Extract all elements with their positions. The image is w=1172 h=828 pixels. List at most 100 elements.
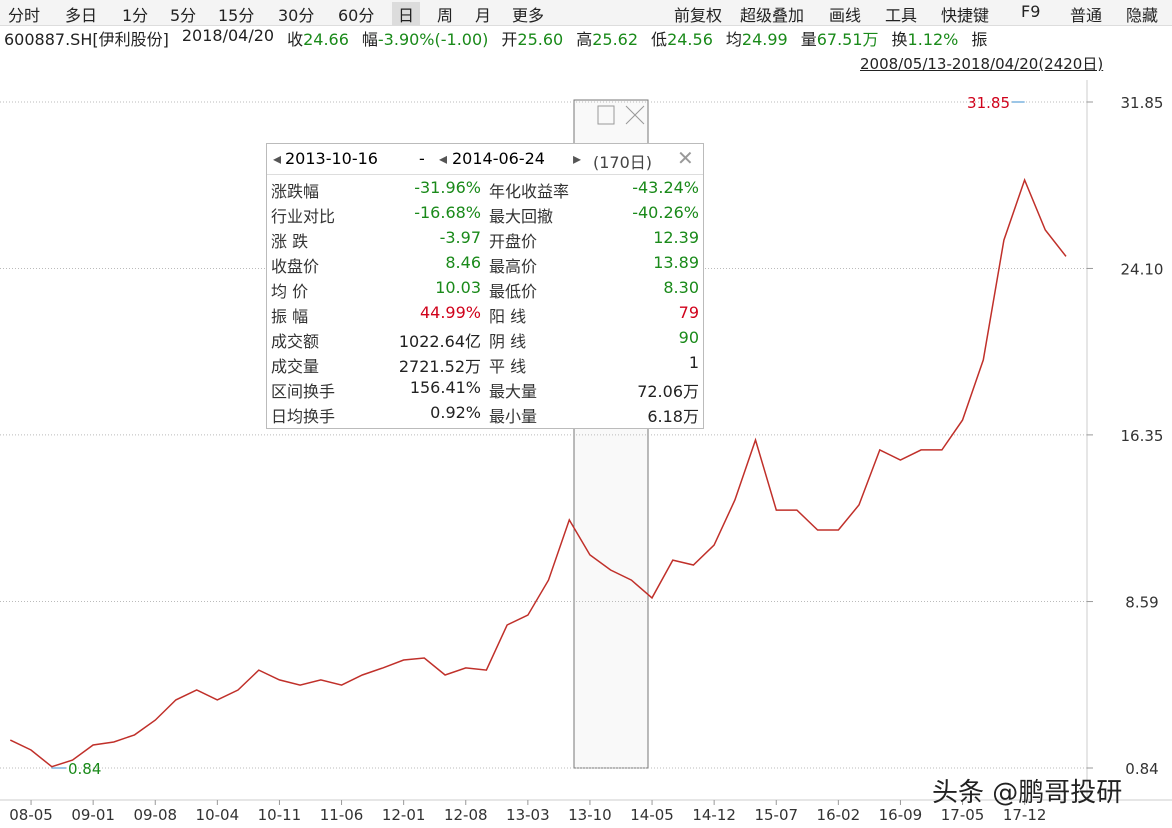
toolbar-button[interactable]: 普通 xyxy=(1070,6,1103,25)
info-value: 24.99 xyxy=(741,30,788,49)
info-value: 25.62 xyxy=(592,30,639,49)
y-tick-label: 16.35 xyxy=(1121,427,1164,445)
stat-label: 行业对比 xyxy=(271,207,336,226)
icon-close[interactable] xyxy=(625,105,645,125)
toolbar-tab[interactable]: 5分 xyxy=(170,6,197,25)
stat-label: 最小量 xyxy=(489,407,538,426)
stat-label: 日均换手 xyxy=(271,407,336,426)
info-item: 均24.99 xyxy=(726,26,788,50)
info-label: 量 xyxy=(800,30,817,49)
start-date[interactable]: 2013-10-16 xyxy=(285,149,378,168)
arrow-right[interactable]: ▸ xyxy=(573,149,582,168)
stat-value: 1 xyxy=(688,353,699,372)
toolbar-tab[interactable]: 60分 xyxy=(338,6,375,25)
toolbar-button[interactable]: 工具 xyxy=(885,6,918,25)
toolbar-tab[interactable]: 周 xyxy=(437,6,454,25)
toolbar-tab[interactable]: 日 xyxy=(392,2,421,26)
stat-label: 年化收益率 xyxy=(489,182,570,201)
y-tick-label: 24.10 xyxy=(1121,260,1164,278)
stat-value: 8.30 xyxy=(663,278,699,297)
min-label: 0.84 xyxy=(68,760,101,778)
toolbar-button[interactable]: F9 xyxy=(1021,2,1041,21)
info-item: 600887.SH[伊利股份] xyxy=(4,26,169,50)
stat-label: 成交量 xyxy=(271,357,320,376)
x-tick-label: 12-08 xyxy=(444,806,488,824)
info-label: 换 xyxy=(891,30,908,49)
toolbar-tab[interactable]: 1分 xyxy=(122,6,149,25)
stat-value: 72.06万 xyxy=(637,382,699,401)
x-tick-label: 14-05 xyxy=(630,806,674,824)
stat-value: -3.97 xyxy=(439,228,481,247)
stat-label: 阴 线 xyxy=(489,332,527,351)
x-tick-label: 16-02 xyxy=(817,806,861,824)
info-item: 换1.12% xyxy=(892,26,959,50)
stat-value: 156.41% xyxy=(409,378,481,397)
end-date[interactable]: 2014-06-24 xyxy=(452,149,545,168)
info-label: 600887.SH[伊利股份] xyxy=(4,30,169,49)
watermark: 头条 @鹏哥投研 xyxy=(932,778,1123,808)
stat-value: 79 xyxy=(678,303,699,322)
toolbar-tab[interactable]: 分时 xyxy=(8,6,41,25)
toolbar-tab[interactable]: 多日 xyxy=(65,6,98,25)
stat-label: 成交额 xyxy=(271,332,320,351)
info-label: 开 xyxy=(501,30,518,49)
x-tick-label: 14-12 xyxy=(692,806,736,824)
stat-label: 阳 线 xyxy=(489,307,527,326)
x-tick-label: 13-03 xyxy=(506,806,550,824)
stat-label: 区间换手 xyxy=(271,382,336,401)
info-item: 开25.60 xyxy=(501,26,563,50)
date-range[interactable]: 2008/05/13-2018/04/20(2420日) xyxy=(860,55,1104,73)
toolbar-button[interactable]: 隐藏 xyxy=(1126,6,1159,25)
stat-label: 最大回撤 xyxy=(489,207,554,226)
toolbar-button[interactable]: 快捷键 xyxy=(941,6,990,25)
stat-label: 平 线 xyxy=(489,357,527,376)
info-bar: 600887.SH[伊利股份] 2018/04/20 收24.66 幅-3.90%(-… xyxy=(4,26,987,50)
stat-label: 收盘价 xyxy=(271,257,320,276)
interval-stats-popup: ◂ 2013-10-16 - ◂ 2014-06-24 ▸ (170日) ✕ 涨… xyxy=(266,143,704,429)
close-button[interactable]: ✕ xyxy=(677,146,694,170)
stat-label: 最低价 xyxy=(489,282,538,301)
x-tick-label: 09-01 xyxy=(71,806,115,824)
info-value: 24.56 xyxy=(667,30,713,49)
info-value: 24.66 xyxy=(303,30,349,49)
x-tick-label: 15-07 xyxy=(754,806,798,824)
toolbar-tab[interactable]: 更多 xyxy=(512,6,545,25)
stat-value: 1022.64亿 xyxy=(398,332,481,351)
info-item: 幅-3.90%(-1.00) xyxy=(362,26,489,50)
stat-label: 开盘价 xyxy=(489,232,538,251)
toolbar-button[interactable]: 前复权 xyxy=(674,6,723,25)
x-tick-label: 08-05 xyxy=(9,806,53,824)
days: (170日) xyxy=(593,153,653,172)
stat-label: 振 幅 xyxy=(271,307,309,326)
arrow-left[interactable]: ◂ xyxy=(439,149,448,168)
stat-label: 均 价 xyxy=(271,282,309,301)
stat-value: 13.89 xyxy=(653,253,699,272)
stat-label: 最大量 xyxy=(489,382,538,401)
stat-label: 涨 跌 xyxy=(271,232,309,251)
toolbar-tab[interactable]: 30分 xyxy=(278,6,315,25)
toolbar-button[interactable]: 画线 xyxy=(829,6,862,25)
y-tick-label: 31.85 xyxy=(1121,94,1164,112)
info-label: 幅 xyxy=(361,30,378,49)
icon-window[interactable] xyxy=(597,105,615,125)
x-tick-label: 17-05 xyxy=(941,806,985,824)
info-item: 收24.66 xyxy=(287,26,349,50)
stat-value: -31.96% xyxy=(414,178,481,197)
y-tick-label: 0.84 xyxy=(1125,760,1158,778)
y-tick-label: 8.59 xyxy=(1125,594,1158,612)
info-item: 2018/04/20 xyxy=(182,26,274,50)
arrow-left[interactable]: ◂ xyxy=(273,149,282,168)
toolbar-button[interactable]: 超级叠加 xyxy=(740,6,805,25)
info-item: 高25.62 xyxy=(576,26,638,50)
stat-value: -16.68% xyxy=(414,203,481,222)
stat-value: -40.26% xyxy=(632,203,699,222)
toolbar-tab[interactable]: 月 xyxy=(475,6,492,25)
toolbar-tab[interactable]: 15分 xyxy=(218,6,255,25)
popup-header: ◂ 2013-10-16 - ◂ 2014-06-24 ▸ (170日) ✕ xyxy=(267,144,703,175)
info-item: 振 xyxy=(971,26,987,50)
x-tick-label: 16-09 xyxy=(879,806,923,824)
info-value: -3.90%(-1.00) xyxy=(377,30,489,49)
info-label: 高 xyxy=(576,30,593,49)
x-tick-label: 09-08 xyxy=(133,806,177,824)
